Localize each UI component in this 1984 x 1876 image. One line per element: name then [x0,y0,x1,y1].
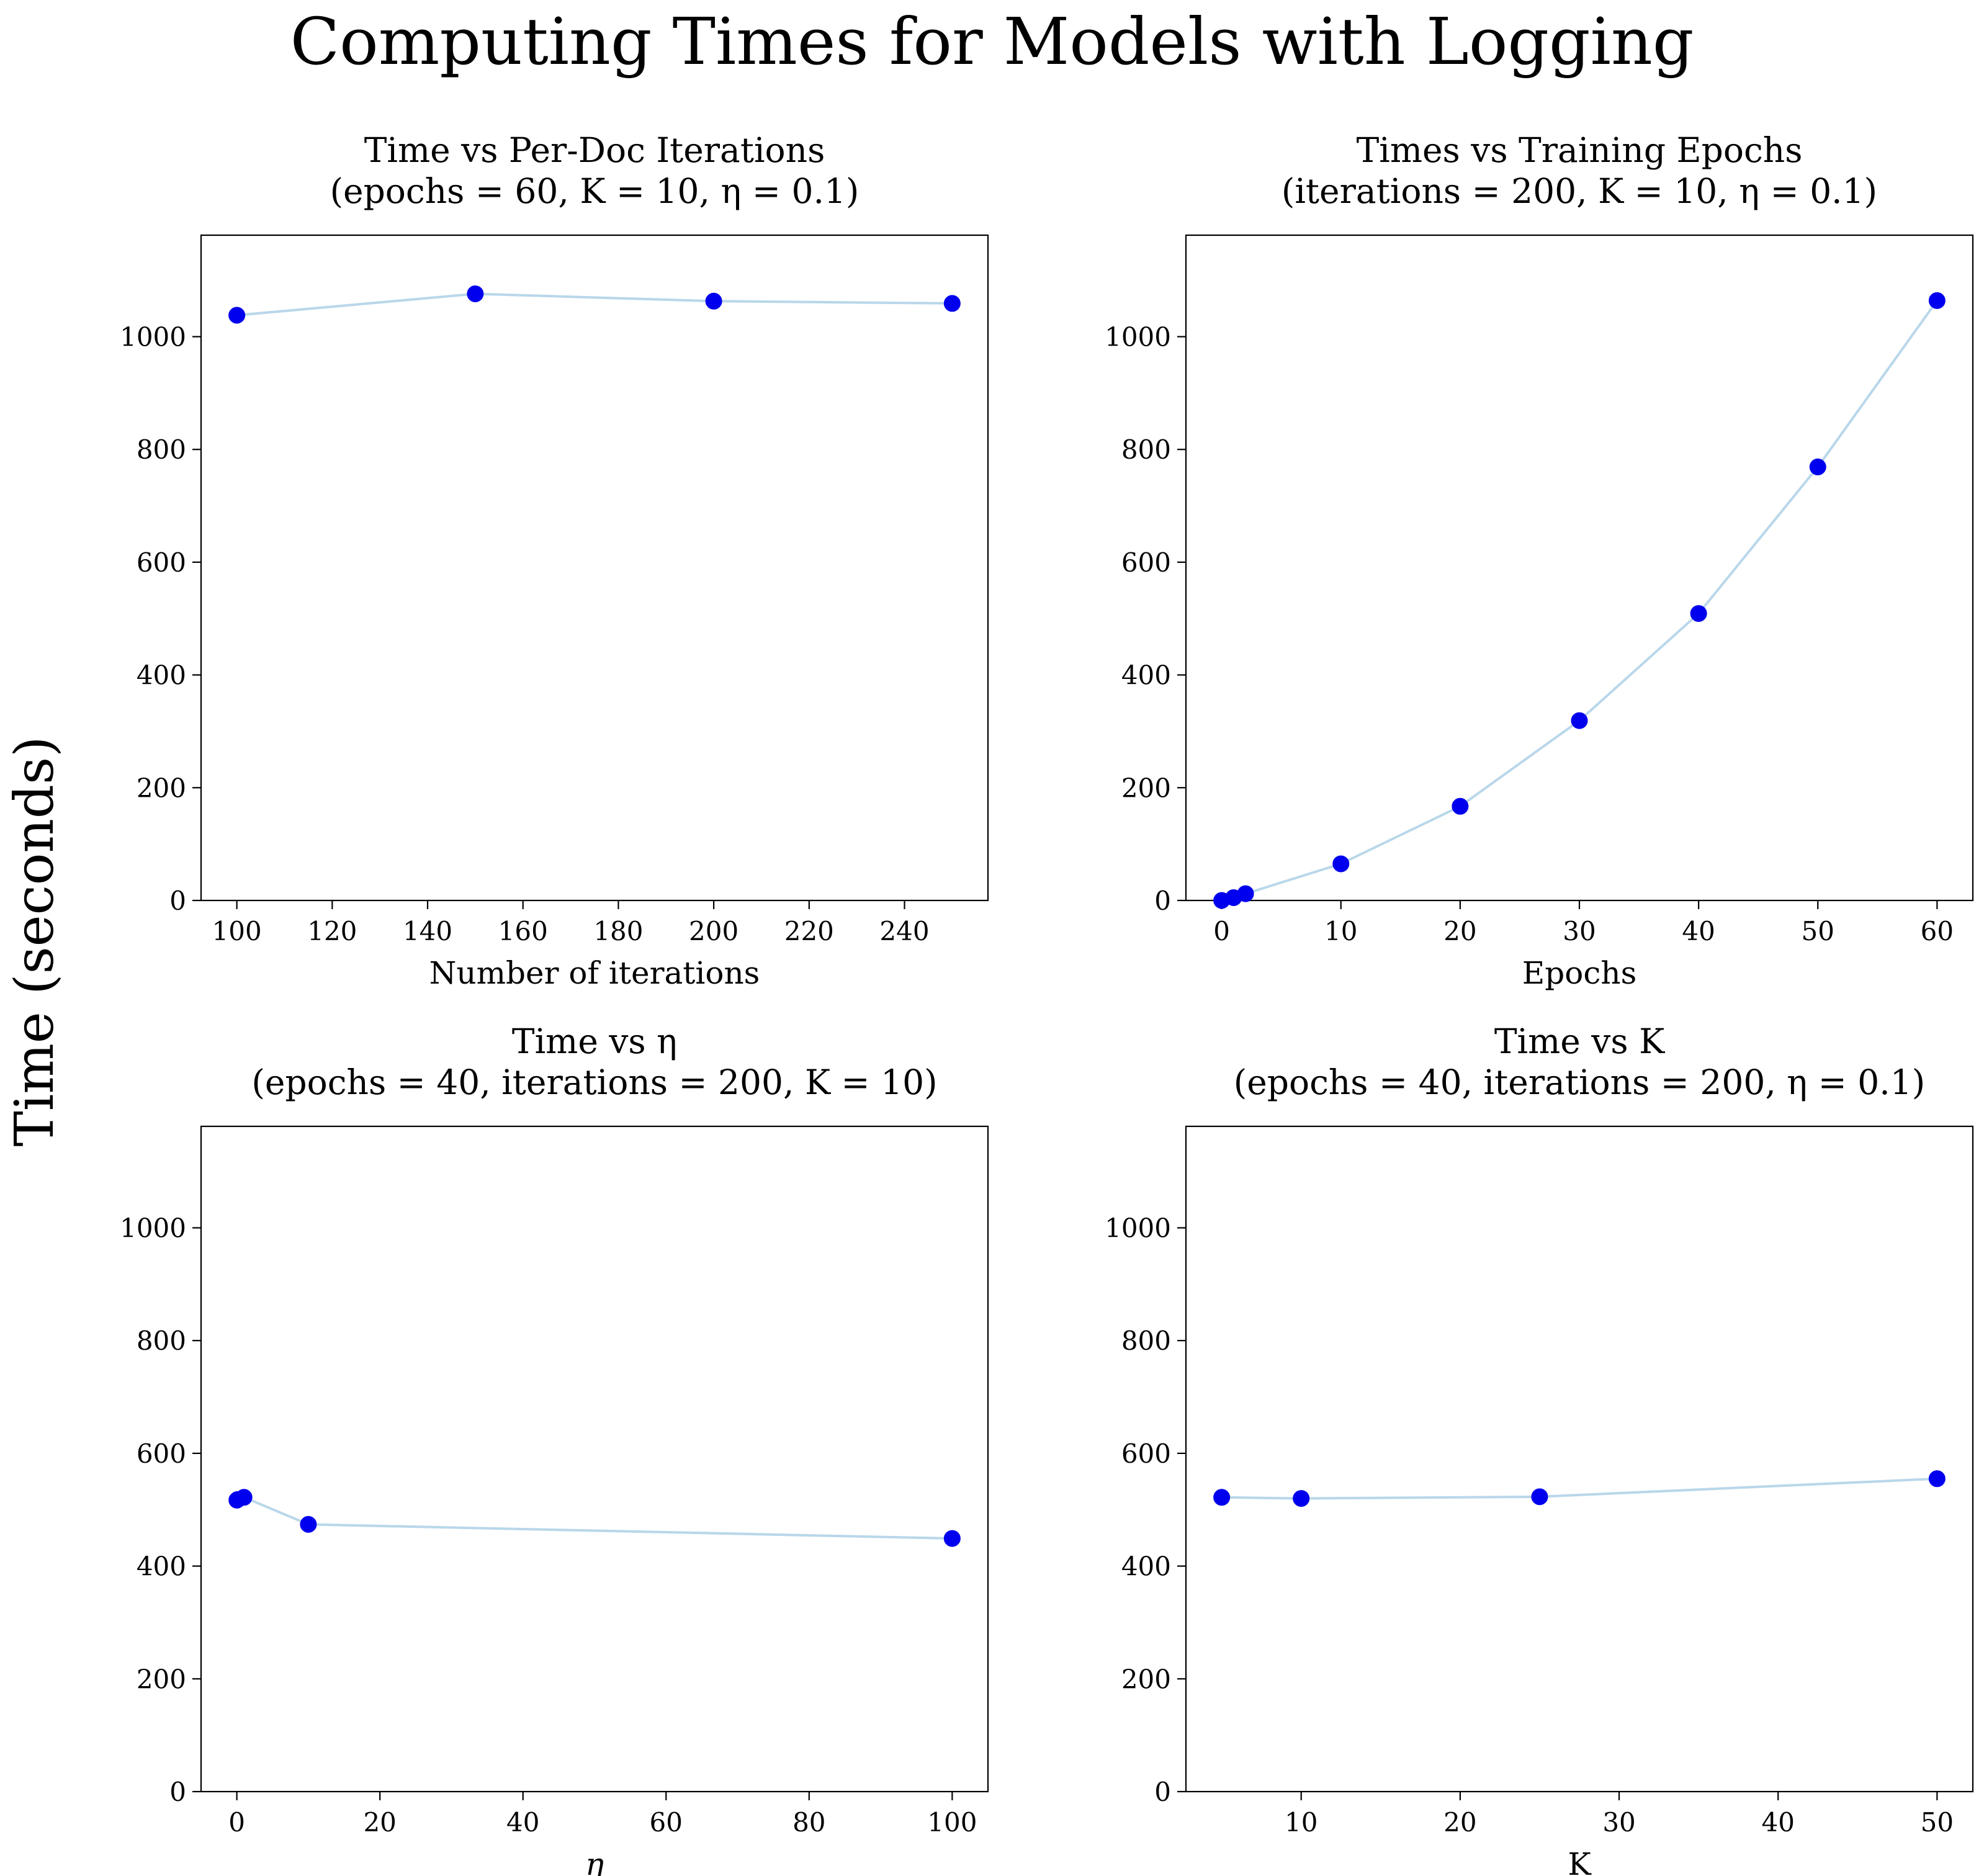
subplot-epochs: Times vs Training Epochs(iterations = 20… [1105,130,1974,991]
x-axis-label: η [585,1846,604,1876]
y-tick-label: 200 [137,1664,186,1694]
y-tick-label: 0 [1154,886,1171,916]
subplot-k: Time vs K(epochs = 40, iterations = 200,… [1105,1021,1974,1876]
y-tick-label: 600 [1121,547,1171,578]
y-tick-label: 600 [1121,1438,1171,1469]
y-tick-label: 200 [1121,773,1171,803]
x-tick-label: 140 [403,916,452,946]
y-tick-label: 400 [137,660,186,691]
x-tick-label: 180 [593,916,643,946]
data-point [1809,458,1826,475]
subplot-subtitle: (epochs = 60, K = 10, η = 0.1) [330,171,860,211]
y-tick-label: 800 [137,434,186,465]
subplot-iterations: Time vs Per-Doc Iterations(epochs = 60, … [120,130,989,991]
y-tick-label: 0 [169,886,186,916]
y-tick-label: 800 [1121,434,1171,465]
x-tick-label: 220 [784,916,834,946]
x-tick-label: 20 [1443,916,1476,946]
data-point [1293,1490,1310,1507]
x-tick-label: 0 [228,1807,245,1838]
data-point [1237,885,1254,902]
data-point [235,1489,253,1506]
x-tick-label: 80 [792,1807,825,1838]
y-tick-label: 600 [137,1438,186,1469]
x-tick-label: 30 [1602,1807,1635,1838]
y-tick-label: 1000 [1105,322,1171,352]
series-line [236,1496,953,1540]
axes-frame [200,234,989,902]
x-tick-label: 10 [1324,916,1357,946]
x-tick-label: 60 [1921,916,1954,946]
axes-frame [1185,1125,1974,1793]
series-line [236,292,953,316]
x-tick-label: 40 [1682,916,1715,946]
x-tick-label: 0 [1213,916,1230,946]
data-point [943,295,961,312]
x-tick-label: 10 [1285,1807,1317,1838]
y-tick-label: 1000 [120,322,186,352]
subplot-title: Times vs Training Epochs [1357,130,1803,170]
data-point [1571,712,1588,729]
y-tick-label: 400 [1121,1551,1171,1582]
subplot-title: Time vs K [1494,1021,1665,1061]
x-tick-label: 30 [1563,916,1596,946]
subplot-subtitle: (epochs = 40, iterations = 200, η = 0.1) [1234,1062,1925,1102]
data-point [1213,1489,1231,1506]
data-point [1332,855,1350,873]
data-point [228,307,246,324]
data-point [1690,605,1707,622]
x-tick-label: 60 [650,1807,683,1838]
y-tick-label: 600 [137,547,186,578]
data-point [1928,292,1946,309]
data-point [1452,797,1469,815]
x-tick-label: 240 [879,916,929,946]
x-tick-label: 50 [1921,1807,1954,1838]
series-line [1221,1477,1937,1500]
data-point [1928,1470,1946,1488]
subplot-subtitle: (iterations = 200, K = 10, η = 0.1) [1282,171,1877,211]
y-tick-label: 0 [169,1777,186,1807]
x-tick-label: 20 [363,1807,396,1838]
x-tick-label: 20 [1443,1807,1476,1838]
data-point [300,1515,317,1533]
y-tick-label: 800 [1121,1326,1171,1356]
axes-frame [1185,234,1974,902]
y-tick-label: 400 [1121,660,1171,691]
data-point [1531,1488,1548,1506]
data-point [467,285,484,302]
y-tick-label: 0 [1154,1777,1171,1807]
x-tick-label: 40 [506,1807,539,1838]
y-tick-label: 200 [1121,1664,1171,1694]
x-tick-label: 50 [1802,916,1834,946]
x-tick-label: 100 [927,1807,977,1838]
y-tick-label: 800 [137,1326,186,1356]
x-axis-label: K [1568,1846,1592,1876]
y-tick-label: 1000 [120,1213,186,1244]
subplot-title: Time vs Per-Doc Iterations [364,130,825,170]
x-tick-label: 100 [212,916,262,946]
series-line [1221,300,1939,902]
x-tick-label: 40 [1761,1807,1794,1838]
x-tick-label: 200 [689,916,738,946]
figure-title: Computing Times for Models with Logging [290,4,1694,79]
x-tick-label: 160 [498,916,548,946]
data-point [943,1530,961,1547]
x-tick-label: 120 [307,916,357,946]
axes-frame [200,1125,989,1793]
x-axis-label: Epochs [1522,955,1636,991]
y-tick-label: 400 [137,1551,186,1582]
x-axis-label: Number of iterations [429,955,760,991]
data-point [705,292,722,310]
subplot-eta: Time vs η(epochs = 40, iterations = 200,… [120,1021,989,1876]
y-tick-label: 1000 [1105,1213,1171,1244]
subplot-subtitle: (epochs = 40, iterations = 200, K = 10) [251,1062,937,1102]
y-tick-label: 200 [137,773,186,803]
subplot-title: Time vs η [512,1021,677,1061]
